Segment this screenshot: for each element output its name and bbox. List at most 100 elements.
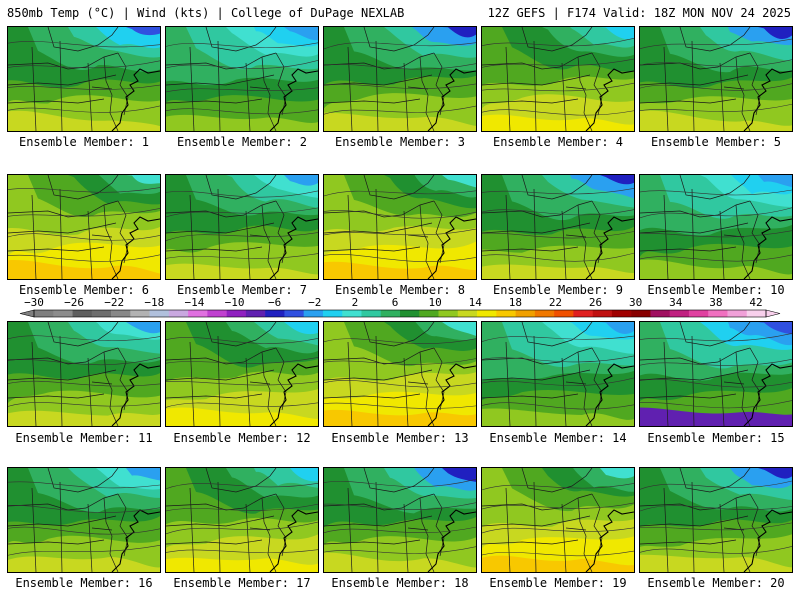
ensemble-member-map xyxy=(323,467,477,573)
ensemble-member-map xyxy=(7,174,161,280)
colorbar-arrow-left xyxy=(19,309,35,318)
state-border xyxy=(245,503,251,572)
colorbar-arrow-right xyxy=(765,309,781,318)
state-border xyxy=(419,56,435,131)
state-border xyxy=(103,497,119,572)
colorbar-swatch xyxy=(727,310,748,317)
state-border xyxy=(205,468,277,493)
colorbar-swatch xyxy=(688,310,709,317)
state-border xyxy=(403,503,409,572)
isotherm-contour xyxy=(166,87,318,93)
state-border xyxy=(521,175,593,200)
state-border xyxy=(117,200,129,264)
state-border xyxy=(59,188,63,279)
state-border xyxy=(59,335,63,426)
state-border xyxy=(324,515,433,527)
isotherm-contour xyxy=(8,481,160,489)
state-border xyxy=(324,74,433,86)
colorbar-swatch xyxy=(130,310,150,317)
state-border xyxy=(533,481,537,572)
temp-field-south-band xyxy=(324,112,476,131)
isotherm-contour xyxy=(482,231,634,239)
temperature-map xyxy=(640,175,792,279)
colorbar-swatch xyxy=(554,310,574,317)
isotherm-contour xyxy=(8,187,160,193)
ensemble-member-label: Ensemble Member: 8 xyxy=(334,283,466,297)
coastline xyxy=(427,509,476,572)
isotherm-contour xyxy=(640,207,792,219)
state-border xyxy=(663,194,669,279)
temp-field-south-band xyxy=(166,557,318,572)
isotherm-contour xyxy=(324,338,476,344)
colorbar-tick-label: −30 xyxy=(24,296,44,309)
isotherm-contour xyxy=(8,60,160,69)
state-border xyxy=(640,347,751,365)
state-border xyxy=(261,351,277,426)
state-border xyxy=(275,200,287,264)
isotherm-contour xyxy=(8,335,160,341)
temp-field-band-6 xyxy=(600,468,634,479)
state-border xyxy=(719,62,725,131)
state-border xyxy=(482,200,593,218)
temperature-map xyxy=(166,175,318,279)
isotherm-contour xyxy=(640,83,792,91)
state-border xyxy=(59,481,63,572)
coastline xyxy=(427,68,476,131)
state-border xyxy=(324,539,421,545)
state-border xyxy=(565,527,587,531)
temp-field-band-6 xyxy=(442,322,476,336)
isotherm-contour xyxy=(482,502,634,510)
state-border xyxy=(8,539,105,545)
temp-field-south-band xyxy=(8,110,160,131)
state-border xyxy=(663,341,669,426)
state-border xyxy=(533,40,537,131)
isotherm-contour xyxy=(324,63,476,70)
colorbar-swatch xyxy=(303,310,324,317)
isotherm-contour xyxy=(324,83,476,89)
isotherm-contour xyxy=(324,210,476,219)
isotherm-contour xyxy=(482,355,634,363)
state-border xyxy=(505,487,511,572)
temperature-map xyxy=(482,27,634,131)
state-border xyxy=(735,204,751,279)
coastline xyxy=(269,68,318,131)
ensemble-member-label: Ensemble Member: 18 xyxy=(331,576,469,590)
isotherm-contour xyxy=(166,549,318,554)
map-title: 850mb Temp (°C) | Wind (kts) | College o… xyxy=(7,6,405,20)
temp-field-band-6 xyxy=(126,322,160,334)
state-border xyxy=(249,86,271,90)
isotherm-contour xyxy=(482,527,634,534)
isotherm-contour xyxy=(324,478,476,488)
state-border xyxy=(166,515,275,527)
colorbar-swatch xyxy=(477,310,497,317)
temp-field-south-band xyxy=(8,410,160,426)
state-border xyxy=(189,487,195,572)
ensemble-member-map xyxy=(165,26,319,132)
ensemble-member-map xyxy=(165,467,319,573)
state-border xyxy=(166,369,275,381)
state-border xyxy=(591,200,603,264)
state-border xyxy=(640,222,749,234)
state-border xyxy=(8,74,117,86)
ensemble-member-map xyxy=(481,467,635,573)
colorbar-swatch xyxy=(265,310,285,317)
state-border xyxy=(735,351,751,426)
colorbar-swatch xyxy=(592,310,613,317)
ensemble-member-label: Ensemble Member: 3 xyxy=(334,135,466,149)
temp-field-south-band xyxy=(640,110,792,131)
state-border xyxy=(117,52,129,116)
state-border xyxy=(87,357,93,426)
isotherm-contour xyxy=(324,402,476,409)
temperature-map xyxy=(8,27,160,131)
state-border xyxy=(561,62,567,131)
ensemble-member-label: Ensemble Member: 2 xyxy=(176,135,308,149)
state-border xyxy=(723,381,745,385)
temp-field-south-band xyxy=(166,114,318,131)
isotherm-contour xyxy=(640,59,792,67)
state-border xyxy=(533,188,537,279)
temp-field-band-6 xyxy=(600,27,634,40)
state-border xyxy=(407,234,429,238)
state-border xyxy=(565,86,587,90)
state-border xyxy=(433,347,445,411)
temp-field-south-band xyxy=(482,408,634,426)
